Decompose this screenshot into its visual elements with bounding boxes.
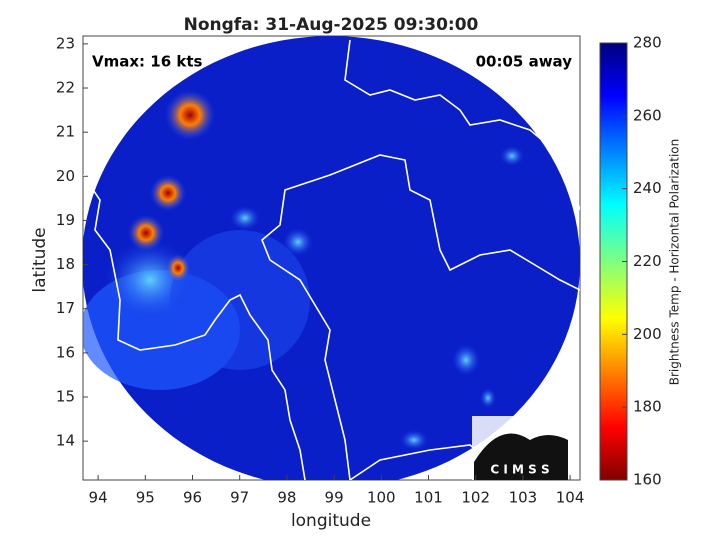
- y-axis-label: latitude: [30, 227, 50, 292]
- colorbar-tick-label: 220: [633, 252, 662, 270]
- x-tick-label: 100: [367, 489, 396, 507]
- colorbar-tick-label: 200: [633, 325, 662, 343]
- colorbar-tick-label: 260: [633, 106, 662, 124]
- colorbar-tick-label: 280: [633, 34, 662, 52]
- y-tick-label: 22: [56, 79, 75, 97]
- colorbar-tick-label: 160: [633, 471, 662, 489]
- annotation: Vmax: 16 kts: [92, 53, 202, 71]
- y-tick-label: 18: [56, 255, 75, 273]
- annotation: 00:05 away: [476, 53, 573, 71]
- y-tick-label: 20: [56, 167, 75, 185]
- satellite-swath: [83, 36, 580, 480]
- y-tick-label: 21: [56, 123, 75, 141]
- x-tick-label: 94: [89, 489, 108, 507]
- y-tick-label: 16: [56, 343, 75, 361]
- x-axis-label: longitude: [291, 511, 371, 531]
- x-tick-label: 101: [414, 489, 443, 507]
- x-tick-label: 98: [277, 489, 296, 507]
- y-tick-label: 14: [56, 432, 75, 450]
- x-tick-label: 102: [461, 489, 490, 507]
- y-tick-label: 19: [56, 211, 75, 229]
- x-tick-label: 96: [183, 489, 202, 507]
- x-tick-label: 95: [136, 489, 155, 507]
- logo: C I M S S: [490, 463, 549, 477]
- y-tick-label: 15: [56, 388, 75, 406]
- chart-title: Nongfa: 31-Aug-2025 09:30:00: [184, 15, 479, 35]
- x-tick-label: 99: [325, 489, 344, 507]
- x-tick-label: 104: [556, 489, 585, 507]
- colorbar-label: Brightness Temp - Horizontal Polarizatio…: [668, 139, 682, 386]
- colorbar-tick-label: 240: [633, 179, 662, 197]
- y-tick-label: 17: [56, 299, 75, 317]
- x-tick-label: 97: [230, 489, 249, 507]
- x-tick-label: 103: [509, 489, 538, 507]
- y-tick-label: 23: [56, 34, 75, 52]
- colorbar-tick-label: 180: [633, 398, 662, 416]
